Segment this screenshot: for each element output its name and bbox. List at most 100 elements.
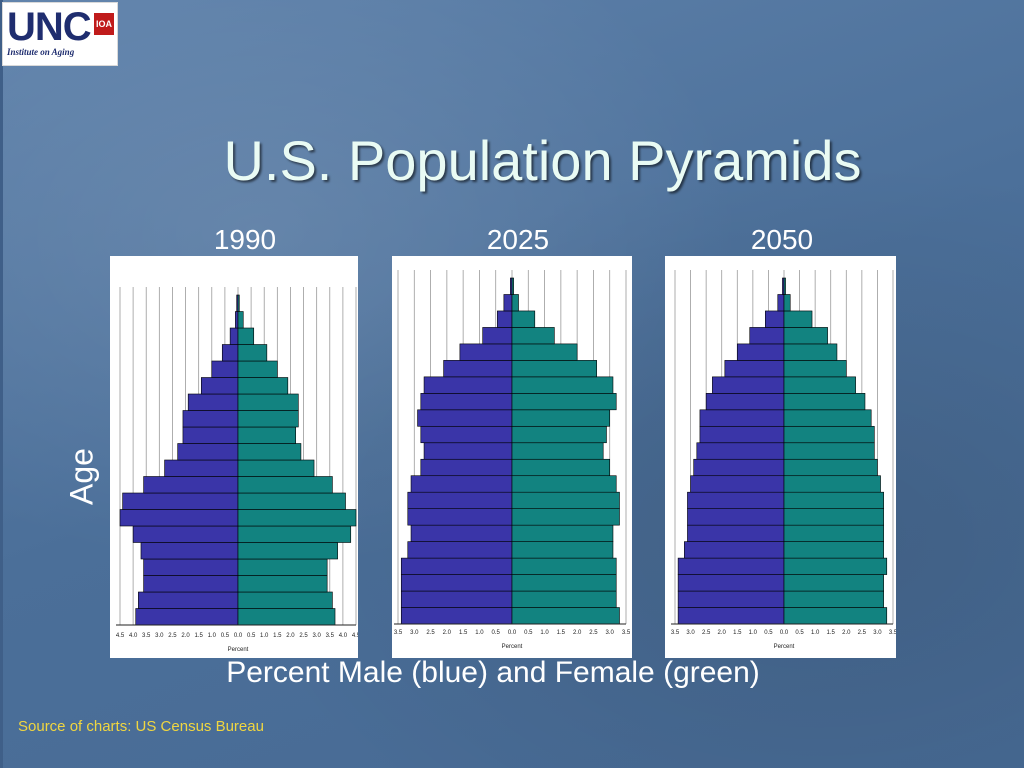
- male-bar: [122, 492, 239, 510]
- male-bar: [443, 360, 513, 378]
- female-bar: [237, 575, 328, 593]
- female-bar: [783, 590, 884, 608]
- male-bar: [777, 294, 785, 312]
- tick-label: 4.5: [352, 633, 358, 639]
- female-bar: [511, 425, 607, 444]
- female-bar: [783, 524, 884, 542]
- female-bar: [237, 608, 336, 626]
- female-bar: [783, 425, 875, 444]
- female-bar: [783, 294, 791, 312]
- tick-label: 0.5: [524, 630, 533, 636]
- female-bar: [783, 277, 786, 295]
- male-bar: [749, 327, 785, 345]
- y-axis-label: Age: [63, 448, 100, 505]
- female-bar: [237, 443, 302, 461]
- male-bar: [221, 344, 239, 362]
- male-bar: [677, 607, 785, 625]
- female-bar: [783, 393, 866, 411]
- male-bar: [400, 607, 513, 625]
- tick-label: 1.5: [827, 630, 836, 636]
- female-bar: [237, 344, 268, 362]
- tick-label: 3.0: [410, 630, 419, 636]
- male-bar: [135, 608, 239, 626]
- male-bar: [417, 409, 513, 427]
- tick-label: 3.0: [155, 633, 164, 639]
- tick-label: 3.0: [686, 630, 695, 636]
- male-bar: [705, 393, 785, 411]
- male-bar: [420, 393, 513, 411]
- female-bar: [783, 541, 884, 559]
- female-bar: [237, 542, 338, 560]
- unc-ioa-logo: UNC IOA Institute on Aging: [2, 2, 118, 66]
- tick-label: 2.0: [718, 630, 727, 636]
- chart-title-2050: 2050: [750, 224, 814, 255]
- tick-label: 3.0: [312, 633, 321, 639]
- male-bar: [138, 591, 239, 609]
- male-bar: [182, 410, 239, 428]
- tick-label: 1.0: [260, 633, 269, 639]
- male-bar: [423, 442, 513, 460]
- male-bar: [677, 574, 785, 592]
- male-bar: [164, 459, 239, 477]
- tick-label: 2.5: [299, 633, 308, 639]
- female-bar: [237, 410, 299, 428]
- pyramid-panel-2025: 3.5 3.0 2.5 2.0 1.5 1.0 0.5 0.0 0.5 1.0 1.5 2.0 2.5 3…: [392, 256, 632, 658]
- male-bar: [143, 558, 239, 576]
- tick-label: 1.0: [540, 630, 549, 636]
- tick-label: 1.0: [475, 630, 484, 636]
- female-bar: [783, 557, 888, 575]
- female-bar: [511, 574, 617, 592]
- female-bar: [511, 393, 617, 411]
- female-bar: [783, 442, 875, 460]
- male-bar: [229, 327, 239, 345]
- pyramid-chart-2025: 3.5 3.0 2.5 2.0 1.5 1.0 0.5 0.0 0.5 1.0 1.5 2.0 2.5 3…: [394, 270, 631, 650]
- female-bar: [511, 475, 617, 493]
- male-bar: [687, 491, 785, 509]
- male-bar: [177, 443, 239, 461]
- pyramid-chart-1990: 4.5 4.0 3.5 3.0 2.5 2.0 1.5 1.0 0.5 0.0 0.5 1.0 1.5 2…: [116, 287, 358, 653]
- tick-label: 1.5: [733, 630, 742, 636]
- female-bar: [783, 475, 881, 493]
- male-bar: [132, 525, 239, 543]
- female-bar: [511, 590, 617, 608]
- tick-label: 1.0: [749, 630, 758, 636]
- male-bar: [687, 524, 785, 542]
- tick-label: 2.0: [286, 633, 295, 639]
- male-bar: [407, 491, 513, 509]
- female-bar: [237, 393, 299, 411]
- male-bar: [182, 426, 239, 444]
- female-bar: [511, 327, 555, 345]
- female-bar: [511, 557, 617, 575]
- tick-label: 2.5: [168, 633, 177, 639]
- female-bar: [237, 426, 296, 444]
- male-bar: [736, 343, 785, 361]
- male-bar: [503, 294, 513, 312]
- tick-label: 2.0: [443, 630, 452, 636]
- female-bar: [783, 409, 872, 427]
- tick-label: 0.5: [492, 630, 501, 636]
- male-bar: [211, 360, 239, 378]
- female-bar: [511, 343, 578, 361]
- female-bar: [511, 294, 519, 312]
- female-bar: [237, 360, 278, 378]
- tick-label: 1.0: [811, 630, 820, 636]
- female-bar: [783, 310, 813, 328]
- tick-label: 0.5: [247, 633, 256, 639]
- tick-label: 1.5: [194, 633, 203, 639]
- female-bar: [511, 491, 620, 509]
- female-bar: [511, 277, 514, 295]
- tick-label: 2.5: [702, 630, 711, 636]
- male-bar: [712, 376, 785, 394]
- tick-label: 4.0: [129, 633, 138, 639]
- tick-label: 3.5: [622, 630, 631, 636]
- tick-label: 0.0: [780, 630, 789, 636]
- tick-label: 3.5: [889, 630, 896, 636]
- logo-main-text: UNC: [7, 5, 92, 49]
- female-bar: [511, 541, 614, 559]
- logo-subtitle: Institute on Aging: [7, 47, 75, 57]
- male-bar: [400, 590, 513, 608]
- x-axis-caption: Percent Male (blue) and Female (green): [226, 656, 760, 689]
- panel-x-label: Percent: [502, 644, 523, 650]
- female-bar: [237, 558, 328, 576]
- pyramid-panel-1990: 4.5 4.0 3.5 3.0 2.5 2.0 1.5 1.0 0.5 0.0 0.5 1.0 1.5 2…: [110, 256, 358, 658]
